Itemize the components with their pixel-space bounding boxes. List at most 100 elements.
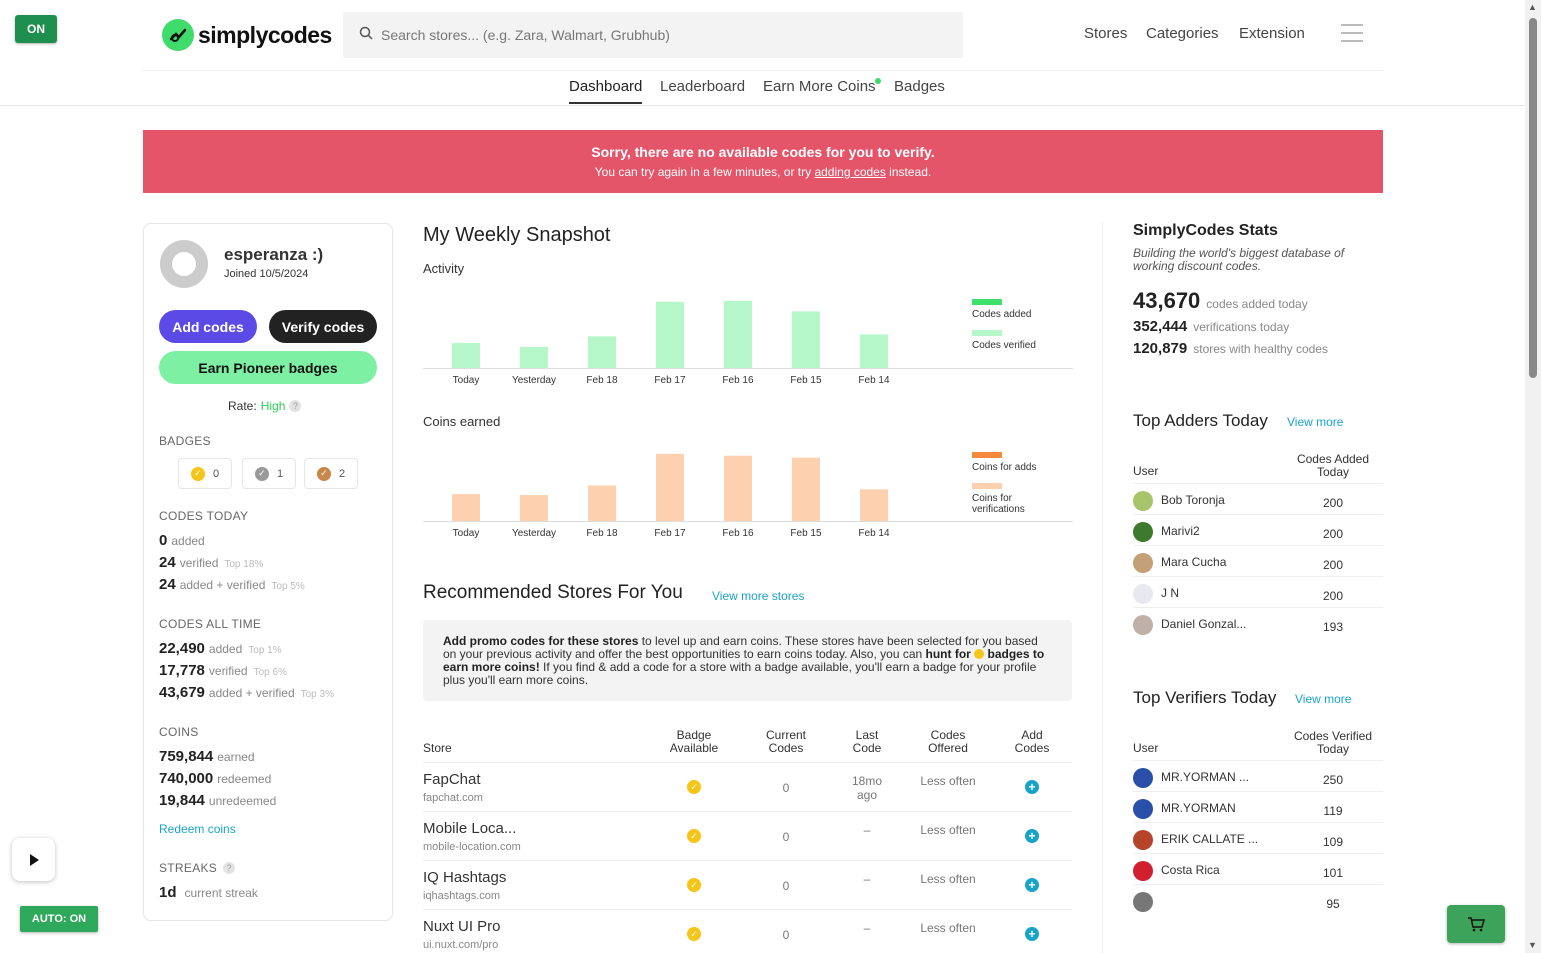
auto-on-button[interactable]: AUTO: ON	[20, 906, 98, 932]
user-name[interactable]: Daniel Gonzal...	[1161, 617, 1247, 631]
user-name[interactable]: Costa Rica	[1161, 863, 1220, 877]
user-avatar	[1133, 768, 1153, 788]
search-input[interactable]	[381, 27, 941, 43]
x-tick-label: Feb 17	[654, 375, 686, 386]
table-row[interactable]: Daniel Gonzal... 193	[1133, 607, 1383, 638]
search-bar[interactable]	[343, 12, 963, 58]
badge-gold[interactable]: ✓ 0	[178, 458, 232, 489]
col-store: Store	[423, 741, 452, 755]
x-tick-label: Feb 18	[586, 528, 618, 539]
nav-stores[interactable]: Stores	[1084, 25, 1128, 42]
table-row[interactable]: IQ Hashtags iqhashtags.com ✓ 0 – Less often +	[423, 860, 1072, 909]
nav-categories[interactable]: Categories	[1146, 25, 1219, 42]
stat-codes-added-today: 43,670 codes added today	[1133, 288, 1308, 313]
top-adders-col-value: Codes Added Today	[1296, 452, 1370, 479]
table-row[interactable]: Mobile Loca... mobile-location.com ✓ 0 – Less…	[423, 811, 1072, 860]
table-row[interactable]: Bob Toronja 200	[1133, 483, 1383, 514]
bar-feb-18-series-1	[588, 485, 616, 521]
codes-today-added: 0 added	[159, 532, 205, 549]
user-name[interactable]: MR.YORMAN ...	[1161, 770, 1250, 784]
banner-message: You can try again in a few minutes, or t…	[594, 165, 932, 179]
tab-badges[interactable]: Badges	[894, 78, 945, 95]
current-streak: 1d current streak	[159, 884, 258, 901]
scrollbar-thumb[interactable]	[1529, 18, 1537, 378]
codes-today-verified: 24 verified Top 18%	[159, 554, 264, 571]
x-tick-label: Feb 15	[790, 528, 822, 539]
table-row[interactable]: Marivi2 200	[1133, 514, 1383, 545]
store-name[interactable]: FapChat	[423, 771, 481, 788]
help-icon[interactable]: ?	[289, 400, 302, 412]
col-codes-offered: Codes Offered	[928, 728, 968, 755]
earn-pioneer-badges-button[interactable]: Earn Pioneer badges	[159, 351, 377, 384]
notification-dot	[875, 78, 881, 84]
codes-offered: Less often	[920, 823, 976, 837]
bar-yesterday-series-1	[520, 346, 548, 368]
bar-today-series-1	[452, 494, 480, 521]
user-name[interactable]: ERIK CALLATE ...	[1161, 832, 1259, 846]
top-verifiers-view-more[interactable]: View more	[1295, 692, 1352, 706]
redeem-coins-link[interactable]: Redeem coins	[159, 822, 236, 836]
codes-offered: Less often	[920, 774, 976, 788]
x-tick-label: Today	[453, 375, 480, 386]
tab-leaderboard[interactable]: Leaderboard	[660, 78, 746, 95]
banner-title: Sorry, there are no available codes for …	[591, 144, 935, 160]
nav-extension[interactable]: Extension	[1239, 25, 1305, 42]
store-name[interactable]: Nuxt UI Pro	[423, 918, 501, 935]
scroll-down-icon[interactable]: ▼	[1528, 940, 1537, 950]
menu-icon[interactable]	[1341, 24, 1363, 42]
adding-codes-link[interactable]: adding codes	[814, 165, 886, 179]
user-name[interactable]: Marivi2	[1161, 524, 1200, 538]
add-codes-button[interactable]: Add codes	[159, 310, 257, 343]
rate: Rate: High ?	[228, 399, 302, 413]
user-name[interactable]: J N	[1161, 586, 1179, 600]
x-tick-label: Feb 14	[858, 375, 890, 386]
bar-today-series-1	[452, 343, 480, 368]
table-row[interactable]: ERIK CALLATE ... 109	[1133, 822, 1383, 853]
store-name[interactable]: IQ Hashtags	[423, 869, 507, 886]
extension-on-button[interactable]: ON	[15, 15, 57, 43]
scroll-up-icon[interactable]: ▲	[1528, 2, 1537, 12]
x-tick-label: Feb 14	[858, 528, 890, 539]
badge-coin-icon: ✓	[687, 780, 701, 794]
table-row[interactable]: MR.YORMAN ... 250	[1133, 760, 1383, 791]
legend-codes-verified: Codes verified	[972, 340, 1036, 351]
recommended-stores-title: Recommended Stores For You	[423, 582, 683, 603]
tab-dashboard[interactable]: Dashboard	[569, 78, 643, 104]
logo[interactable]: simplycodes	[162, 19, 332, 51]
table-row[interactable]: Costa Rica 101	[1133, 853, 1383, 884]
play-button[interactable]	[12, 838, 55, 881]
help-icon[interactable]: ?	[223, 862, 236, 874]
cart-button[interactable]	[1447, 905, 1505, 943]
add-code-plus-icon[interactable]: +	[1025, 780, 1039, 794]
user-name[interactable]: Bob Toronja	[1161, 493, 1225, 507]
user-name[interactable]: MR.YORMAN	[1161, 801, 1236, 815]
col-last-code: Last Code	[852, 728, 882, 755]
table-row[interactable]: MR.YORMAN 119	[1133, 791, 1383, 822]
add-code-plus-icon[interactable]: +	[1025, 927, 1039, 941]
verify-codes-button[interactable]: Verify codes	[269, 310, 377, 343]
table-row[interactable]: Mara Cucha 200	[1133, 545, 1383, 576]
badge-silver[interactable]: ✓ 1	[242, 458, 296, 489]
last-code: –	[863, 823, 871, 837]
user-value: 200	[1322, 558, 1344, 572]
user-avatar	[1133, 584, 1153, 604]
user-avatar	[1133, 861, 1153, 881]
badge-bronze[interactable]: ✓ 2	[304, 458, 358, 489]
tab-earn-more-coins[interactable]: Earn More Coins	[763, 78, 876, 95]
table-row[interactable]: 95	[1133, 884, 1383, 915]
user-name[interactable]: Mara Cucha	[1161, 555, 1227, 569]
user-value: 250	[1322, 773, 1344, 787]
table-row[interactable]: J N 200	[1133, 576, 1383, 607]
bar-feb-14-series-1	[860, 489, 888, 521]
add-code-plus-icon[interactable]: +	[1025, 829, 1039, 843]
header-divider	[143, 70, 1383, 71]
add-code-plus-icon[interactable]: +	[1025, 878, 1039, 892]
table-row[interactable]: Nuxt UI Pro ui.nuxt.com/pro ✓ 0 – Less often +	[423, 909, 1072, 953]
top-verifiers-col-value: Codes Verified Today	[1293, 729, 1373, 756]
view-more-stores-link[interactable]: View more stores	[712, 589, 805, 603]
table-row[interactable]: FapChat fapchat.com ✓ 0 18mo ago Less often +	[423, 762, 1072, 811]
badges-title: BADGES	[159, 434, 211, 448]
x-tick-label: Today	[453, 528, 480, 539]
store-name[interactable]: Mobile Loca...	[423, 820, 517, 837]
top-adders-view-more[interactable]: View more	[1287, 415, 1344, 429]
